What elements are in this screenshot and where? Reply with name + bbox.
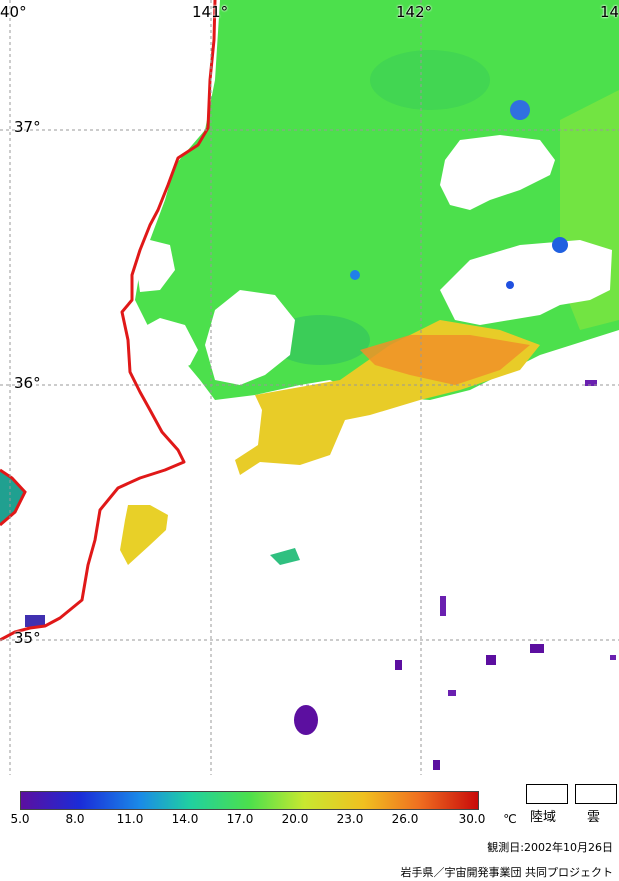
sst-speckle — [395, 660, 402, 670]
latitude-label-35: 35° — [14, 629, 41, 647]
longitude-label-141: 141° — [192, 3, 229, 21]
sst-speckle — [610, 655, 616, 660]
sst-cold-spot — [552, 237, 568, 253]
credit-line: 岩手県／宇宙開発事業団 共同プロジェクト — [400, 866, 614, 879]
colorbar-tick: 17.0 — [226, 812, 254, 826]
land-legend-swatch — [526, 784, 568, 804]
temperature-colorbar — [20, 791, 479, 810]
sst-speckle — [585, 380, 597, 386]
sst-patch-cool — [370, 50, 490, 110]
sst-cold-spot — [510, 100, 530, 120]
colorbar-tick: 26.0 — [391, 812, 419, 826]
sst-patch-cool — [270, 315, 370, 365]
colorbar-tick: 8.0 — [65, 812, 85, 826]
latitude-label-36: 36° — [14, 374, 41, 392]
cloud-region — [205, 290, 295, 385]
colorbar-tick: 14.0 — [171, 812, 199, 826]
sst-speckle — [25, 615, 45, 627]
colorbar-tick: 30.0 — [458, 812, 486, 826]
sst-speckle — [433, 760, 440, 770]
graticule — [0, 0, 619, 775]
sst-speckle — [530, 644, 544, 653]
sst-speckle — [448, 690, 456, 696]
longitude-label-140: 40° — [0, 3, 27, 21]
observation-date: 観測日:2002年10月26日 — [487, 841, 613, 854]
sst-speckle — [294, 705, 318, 735]
colorbar-tick: 20.0 — [281, 812, 309, 826]
cloud-region — [135, 318, 198, 375]
colorbar-tick: 11.0 — [116, 812, 144, 826]
sst-cold-spot — [506, 281, 514, 289]
cloud-legend-swatch — [575, 784, 617, 804]
sst-field-bay — [0, 470, 25, 525]
latitude-label-37: 37° — [14, 118, 41, 136]
sst-field-orange — [360, 335, 530, 385]
colorbar-tick: 5.0 — [10, 812, 30, 826]
cloud-legend-label: 雲 — [587, 810, 601, 825]
colorbar-tick: 23.0 — [336, 812, 364, 826]
sst-field-yellow-small — [120, 505, 168, 565]
sst-speckle — [440, 596, 446, 616]
colorbar-unit: ℃ — [503, 812, 517, 826]
longitude-label-142: 142° — [396, 3, 433, 21]
longitude-label-143: 14 — [600, 3, 619, 21]
cloud-region — [440, 135, 555, 210]
sea-surface-temperature-map — [0, 0, 619, 775]
sst-speckle — [486, 655, 496, 665]
cloud-region — [440, 240, 612, 325]
sst-cold-spot — [350, 270, 360, 280]
land-legend-label: 陸域 — [530, 810, 557, 825]
sst-field-teal-small — [270, 548, 300, 565]
coastline — [0, 0, 217, 642]
cloud-region — [135, 240, 175, 292]
